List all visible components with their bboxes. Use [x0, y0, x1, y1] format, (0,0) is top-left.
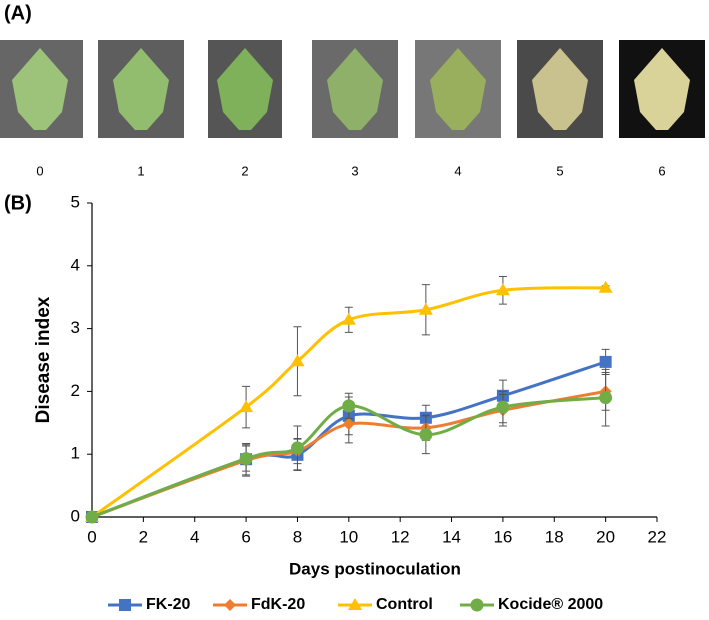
leaf [217, 48, 273, 130]
marker [290, 441, 304, 455]
x-tick-label: 14 [442, 527, 461, 546]
marker [239, 400, 254, 413]
y-tick-label: 2 [71, 381, 80, 400]
marker [341, 312, 356, 325]
leaf [634, 48, 690, 130]
leaf [532, 48, 588, 130]
leaf [12, 48, 68, 130]
leaf [430, 48, 486, 130]
leaf-score: 6 [658, 163, 665, 178]
y-axis-label: Disease index [33, 296, 54, 423]
legend-label: FK-20 [146, 596, 191, 613]
x-axis-label: Days postinoculation [289, 559, 461, 578]
x-tick-label: 16 [493, 527, 512, 546]
x-tick-label: 22 [648, 527, 667, 546]
y-tick-label: 3 [71, 318, 80, 337]
legend-label: FdK-20 [251, 596, 305, 613]
marker [239, 452, 253, 466]
x-tick-label: 6 [241, 527, 250, 546]
panel-label: (B) [4, 192, 32, 214]
legend-marker [470, 598, 484, 612]
x-tick-label: 8 [293, 527, 302, 546]
leaf-score: 0 [36, 163, 43, 178]
x-tick-label: 10 [339, 527, 358, 546]
x-tick-label: 18 [545, 527, 564, 546]
leaf-panel: 0 1 2 3 4 5 6 [0, 40, 705, 178]
y-tick-label: 0 [71, 506, 80, 525]
marker [342, 399, 356, 413]
leaf-score: 4 [454, 163, 461, 178]
legend-marker [224, 599, 236, 611]
x-tick-label: 12 [391, 527, 410, 546]
legend-label: Kocide® 2000 [498, 596, 603, 613]
x-tick-label: 2 [139, 527, 148, 546]
x-tick-label: 0 [87, 527, 96, 546]
marker [342, 418, 355, 431]
x-tick-label: 20 [596, 527, 615, 546]
marker [599, 355, 612, 368]
x-tick-label: 4 [190, 527, 199, 546]
marker [290, 354, 305, 367]
y-tick-label: 5 [71, 192, 80, 211]
leaf-score: 5 [556, 163, 563, 178]
marker [419, 428, 433, 442]
legend-label: Control [376, 596, 433, 613]
panel-label: (A) [4, 2, 32, 24]
legend-marker [119, 599, 131, 611]
marker [599, 391, 613, 405]
marker [598, 280, 613, 293]
legend-marker [348, 598, 362, 610]
y-tick-label: 1 [71, 444, 80, 463]
y-tick-label: 4 [71, 255, 80, 274]
marker [418, 302, 433, 315]
marker [495, 283, 510, 296]
leaf [327, 48, 383, 130]
leaf-score: 3 [351, 163, 358, 178]
marker [496, 400, 510, 414]
leaf-score: 1 [137, 163, 144, 178]
leaf-score: 2 [241, 163, 248, 178]
leaf [113, 48, 169, 130]
marker [85, 510, 99, 524]
